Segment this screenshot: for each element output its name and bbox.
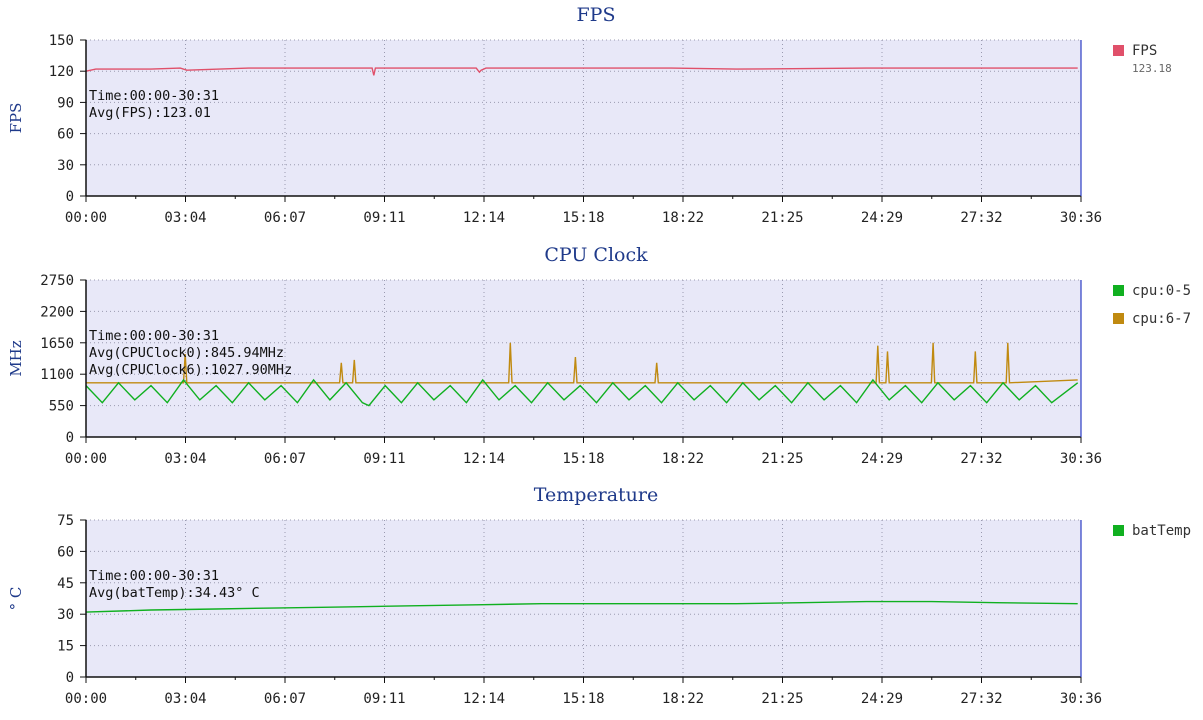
chart-panel-0: 0 30 60 90 120 150 00:00 03:04 06:07 09:11 12:14 15…: [7, 4, 1172, 226]
legend-label: batTemp: [1132, 523, 1191, 539]
series-line-cpu:0-5: [85, 378, 1079, 407]
x-tick-label: 06:07: [264, 451, 306, 467]
plot-area: [86, 40, 1081, 196]
y-tick-label: 1650: [40, 336, 74, 352]
stats-annotation: Avg(FPS):123.01: [89, 105, 211, 121]
chart-panel-2: 0 15 30 45 60 75 00:00 03:04 06:07 09:11 12:14 15:1…: [7, 484, 1191, 707]
y-tick-label: 120: [49, 64, 74, 80]
series-line-cpu:6-7: [86, 342, 1078, 384]
y-tick-label: 0: [66, 430, 74, 446]
x-tick-label: 09:11: [363, 691, 405, 707]
x-tick-label: 06:07: [264, 691, 306, 707]
x-tick-label: 18:22: [662, 210, 704, 226]
x-tick-label: 27:32: [960, 210, 1002, 226]
x-tick-label: 27:32: [960, 451, 1002, 467]
x-tick-label: 03:04: [164, 691, 206, 707]
x-tick-label: 30:36: [1060, 691, 1102, 707]
series-line-FPS: [85, 67, 1078, 76]
y-tick-label: 45: [57, 576, 74, 592]
y-tick-label: 30: [57, 607, 74, 623]
y-tick-label: 2200: [40, 304, 74, 320]
x-tick-label: 12:14: [463, 691, 505, 707]
y-tick-label: 60: [57, 544, 74, 560]
x-tick-label: 30:36: [1060, 451, 1102, 467]
y-tick-label: 90: [57, 95, 74, 111]
stats-annotation: Avg(batTemp):34.43° C: [89, 585, 260, 601]
y-tick-label: 15: [57, 639, 74, 655]
legend-swatch: [1113, 525, 1124, 536]
x-tick-label: 30:36: [1060, 210, 1102, 226]
x-tick-label: 00:00: [65, 451, 107, 467]
x-tick-label: 18:22: [662, 451, 704, 467]
legend-swatch: [1113, 285, 1124, 296]
chart-title: CPU Clock: [544, 244, 648, 266]
x-tick-label: 09:11: [363, 210, 405, 226]
x-tick-label: 03:04: [164, 451, 206, 467]
x-tick-label: 00:00: [65, 691, 107, 707]
x-tick-label: 18:22: [662, 691, 704, 707]
stats-annotation: Time:00:00-30:31: [89, 88, 219, 104]
legend-label: cpu:0-5: [1132, 283, 1191, 299]
y-tick-label: 30: [57, 158, 74, 174]
y-tick-label: 1100: [40, 367, 74, 383]
legend-label: FPS: [1132, 43, 1157, 59]
stats-annotation: Time:00:00-30:31: [89, 328, 219, 344]
x-tick-label: 06:07: [264, 210, 306, 226]
legend-swatch: [1113, 313, 1124, 324]
chart-title: FPS: [577, 4, 616, 26]
plot-area: [86, 520, 1081, 677]
x-tick-label: 27:32: [960, 691, 1002, 707]
stats-annotation: Avg(CPUClock0):845.94MHz: [89, 345, 284, 361]
x-tick-label: 21:25: [761, 451, 803, 467]
stats-annotation: Time:00:00-30:31: [89, 568, 219, 584]
y-tick-label: 0: [66, 189, 74, 205]
y-axis-label: FPS: [7, 103, 25, 134]
series-line-batTemp: [85, 600, 1078, 613]
stats-annotation: Avg(CPUClock6):1027.90MHz: [89, 362, 292, 378]
x-tick-label: 00:00: [65, 210, 107, 226]
legend-label: cpu:6-7: [1132, 311, 1191, 327]
x-tick-label: 12:14: [463, 451, 505, 467]
plot-area: [86, 280, 1081, 437]
legend-value: 123.18: [1132, 62, 1172, 75]
x-tick-label: 15:18: [562, 210, 604, 226]
x-tick-label: 21:25: [761, 691, 803, 707]
y-tick-label: 60: [57, 127, 74, 143]
y-tick-label: 2750: [40, 273, 74, 289]
x-tick-label: 03:04: [164, 210, 206, 226]
y-tick-label: 150: [49, 33, 74, 49]
legend-swatch: [1113, 45, 1124, 56]
x-tick-label: 09:11: [363, 451, 405, 467]
y-tick-label: 75: [57, 513, 74, 529]
x-tick-label: 15:18: [562, 691, 604, 707]
y-axis-label: ° C: [7, 587, 25, 611]
x-tick-label: 15:18: [562, 451, 604, 467]
y-axis-label: MHz: [7, 340, 25, 376]
x-tick-label: 21:25: [761, 210, 803, 226]
x-tick-label: 24:29: [861, 451, 903, 467]
y-tick-label: 0: [66, 670, 74, 686]
chart-panel-1: 0 550 1100 1650 2200 2750 00:00 03:04 06:07 09:11…: [7, 244, 1191, 467]
x-tick-label: 12:14: [463, 210, 505, 226]
chart-title: Temperature: [534, 484, 658, 506]
y-tick-label: 550: [49, 399, 74, 415]
x-tick-label: 24:29: [861, 210, 903, 226]
x-tick-label: 24:29: [861, 691, 903, 707]
